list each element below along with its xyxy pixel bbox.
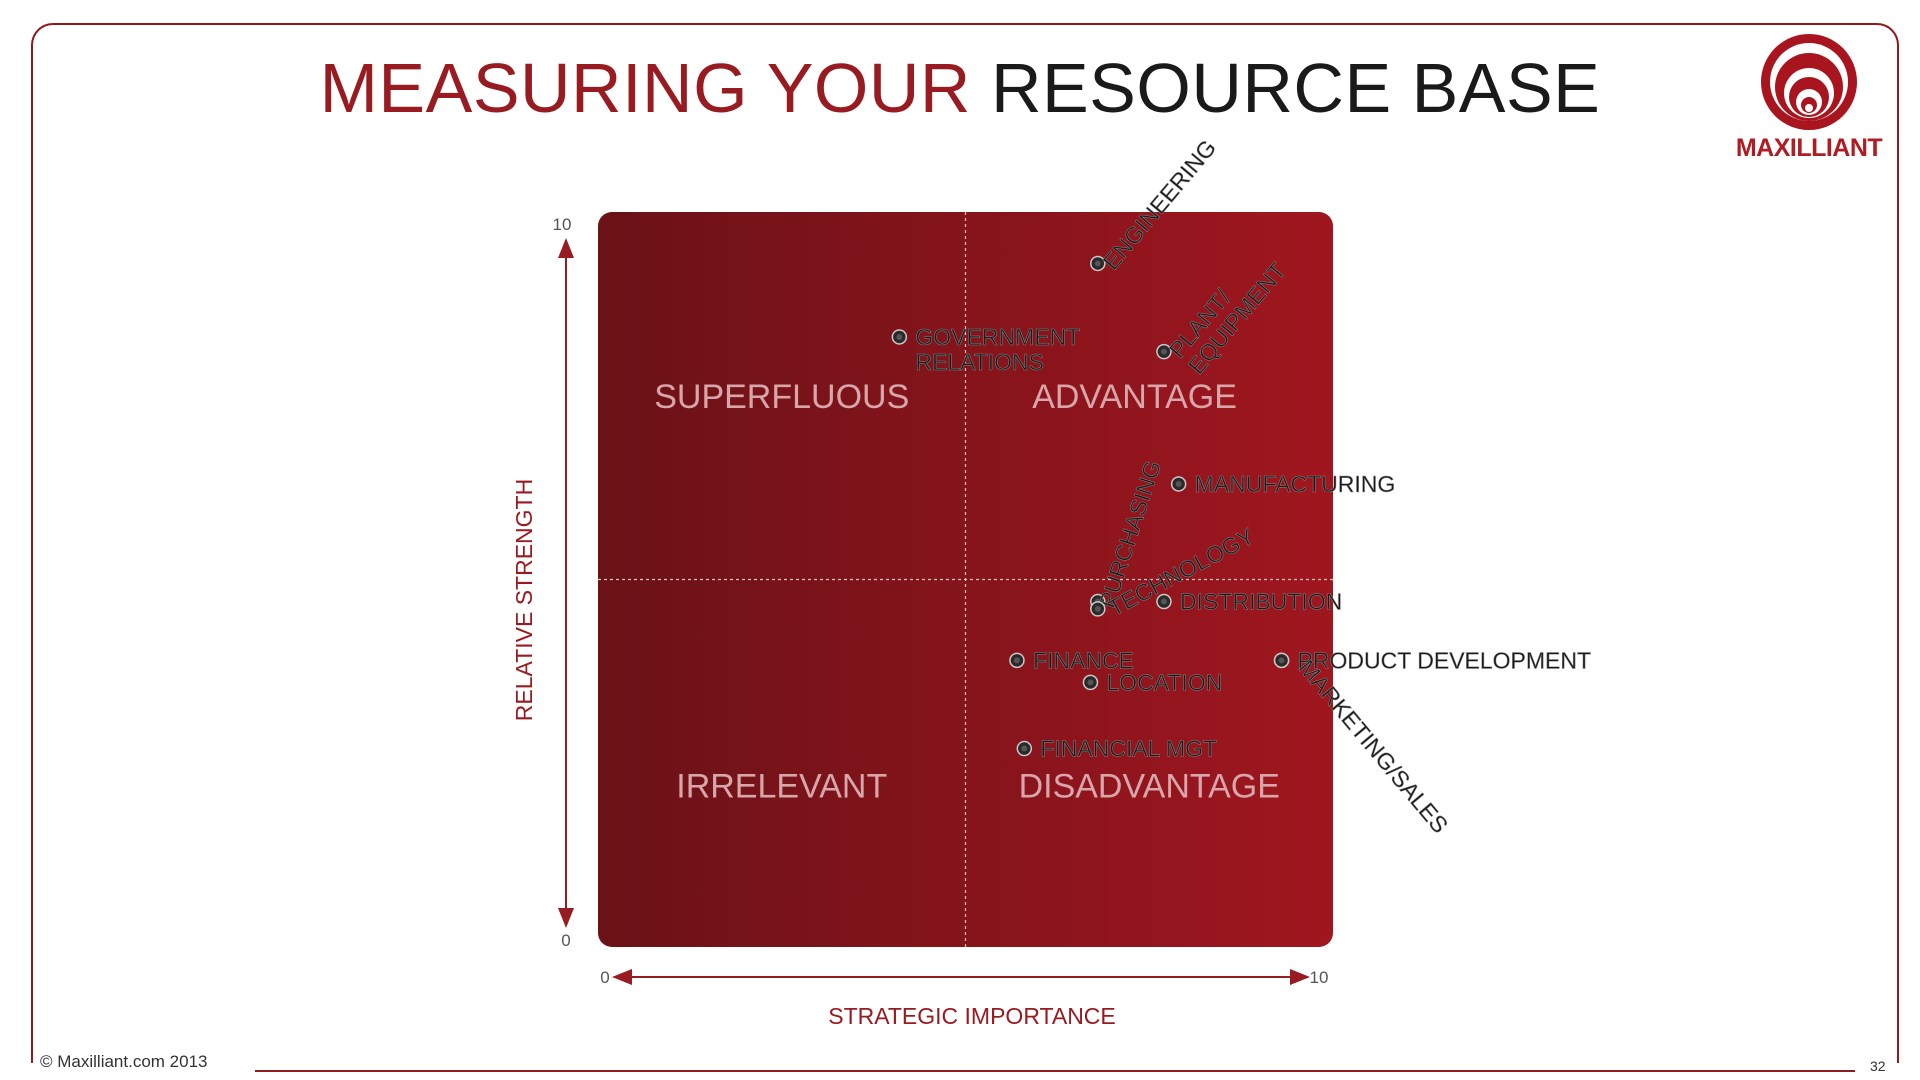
y-axis-label: RELATIVE STRENGTH [511,479,537,721]
data-point-manufacturing: MANUFACTURING [1170,471,1396,497]
point-marker-center [896,333,903,340]
data-point-location: LOCATION [1082,669,1223,696]
logo-name: MAXILLIANT [1735,134,1883,162]
footer-divider [255,1070,1855,1072]
point-label: MANUFACTURING [1195,471,1396,497]
point-marker-center [1278,657,1285,664]
y-tick-label-max: 10 [553,215,572,234]
x-tick-label-min: 0 [600,968,609,987]
data-point-finance: FINANCE [1009,647,1134,674]
point-marker-center [1021,745,1028,752]
point-marker-center [1160,598,1167,605]
x-axis-label: STRATEGIC IMPORTANCE [828,1003,1116,1029]
point-marker-center [1094,260,1101,267]
y-tick-label-min: 0 [561,931,570,950]
point-label: FINANCIAL MGT [1040,736,1217,762]
slide-title: MEASURING YOUR RESOURCE BASE [0,48,1920,128]
point-marker-center [1160,348,1167,355]
copyright-text: © Maxilliant.com 2013 [40,1052,208,1071]
maxilliant-logo-icon [1761,34,1857,130]
quadrant-label-bottom-left: IRRELEVANT [676,767,887,805]
title-part-1: MEASURING YOUR [319,49,971,127]
quadrant-label-bottom-right: DISADVANTAGE [1019,767,1280,805]
point-label: LOCATION [1106,669,1222,695]
point-marker-center [1087,679,1094,686]
page-number: 32 [1870,1058,1886,1074]
data-point-distribution: DISTRIBUTION [1156,588,1342,615]
quadrant-label-top-left: SUPERFLUOUS [654,378,909,416]
point-label: DISTRIBUTION [1180,589,1342,615]
slide-frame [31,23,1899,1063]
point-marker-center [1175,480,1182,487]
point-label: GOVERNMENT RELATIONS [915,324,1080,375]
point-marker-center [1013,657,1020,664]
data-point-government-relations: GOVERNMENT RELATIONS [891,324,1080,375]
point-marker-center [1094,605,1101,612]
point-label: FINANCE [1033,647,1134,673]
title-part-2: RESOURCE BASE [990,49,1601,127]
data-point-financial-mgt: FINANCIAL MGT [1016,735,1217,762]
data-point-product-development: PRODUCT DEVELOPMENT [1273,647,1592,674]
x-tick-label-max: 10 [1310,968,1329,987]
point-label: PRODUCT DEVELOPMENT [1298,647,1592,673]
quadrant-label-top-right: ADVANTAGE [1032,378,1237,416]
